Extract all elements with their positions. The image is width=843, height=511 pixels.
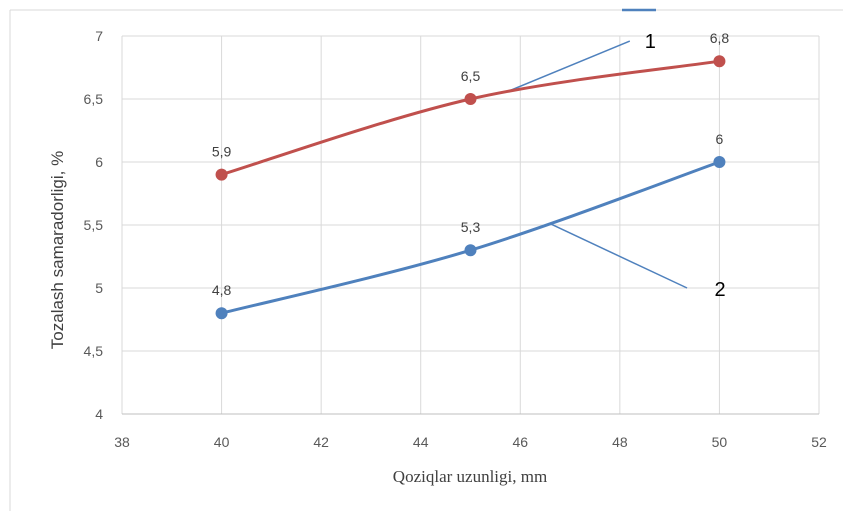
callout-lines xyxy=(507,40,688,289)
callout-label-2: 2 xyxy=(714,279,725,301)
x-axis-ticks: 38 40 42 44 46 48 50 52 xyxy=(114,434,827,450)
callout-labels: 12 xyxy=(645,31,726,301)
series-1-point xyxy=(215,168,228,181)
x-tick-label: 40 xyxy=(214,434,230,450)
series-2-point xyxy=(713,156,726,168)
y-tick-label: 5 xyxy=(95,280,103,296)
data-label: 6,8 xyxy=(710,30,730,46)
series-1-point xyxy=(464,93,477,105)
y-tick-label: 7 xyxy=(95,28,103,44)
data-label: 6 xyxy=(716,131,724,147)
y-tick-label: 6 xyxy=(95,154,103,170)
data-label: 4,8 xyxy=(212,282,232,298)
x-axis-title: Qoziqlar uzunligi, mm xyxy=(393,467,547,486)
y-tick-label: 4 xyxy=(95,406,103,422)
x-tick-label: 52 xyxy=(811,434,827,450)
series-2-point xyxy=(215,307,228,320)
data-points xyxy=(215,55,726,320)
x-tick-label: 46 xyxy=(512,434,528,450)
chart-border xyxy=(9,9,843,511)
y-tick-label: 5,5 xyxy=(84,217,104,233)
x-tick-label: 48 xyxy=(612,434,628,450)
x-tick-label: 42 xyxy=(313,434,329,450)
series-1-point xyxy=(713,55,726,68)
callout-leader-2 xyxy=(549,223,688,289)
data-label: 5,9 xyxy=(212,144,232,160)
y-tick-label: 4,5 xyxy=(84,343,104,359)
y-axis-ticks: 4 4,5 5 5,5 6 6,5 7 xyxy=(84,28,104,422)
horizontal-gridlines xyxy=(122,35,819,352)
callout-leader-1 xyxy=(507,40,631,93)
series-2-point xyxy=(464,244,477,257)
x-tick-label: 38 xyxy=(114,434,130,450)
x-tick-label: 44 xyxy=(413,434,429,450)
y-axis-title: Tozalash samaradorligi, % xyxy=(48,151,67,349)
x-tick-label: 50 xyxy=(712,434,728,450)
data-label: 5,3 xyxy=(461,219,481,235)
data-label: 6,5 xyxy=(461,68,481,84)
callout-label-1: 1 xyxy=(645,31,656,53)
data-labels: 5,9 6,5 6,8 4,8 5,3 6 xyxy=(212,30,730,298)
series-2-line xyxy=(220,160,721,315)
y-tick-label: 6,5 xyxy=(84,91,104,107)
